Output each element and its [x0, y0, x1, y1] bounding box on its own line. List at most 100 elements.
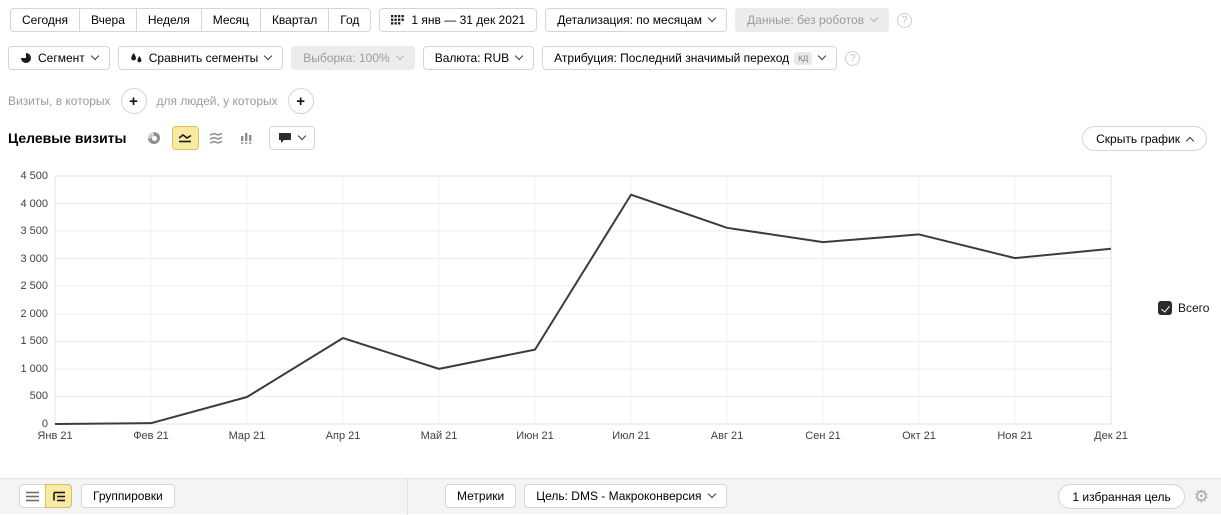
y-axis-labels: 0 500 1 000 1 500 2 000 2 500 3 000 3 500 4 000 4…	[0, 170, 48, 430]
add-people-filter-button[interactable]: +	[287, 88, 314, 114]
calendar-grid-icon	[391, 14, 405, 26]
comment-bubble-icon	[278, 133, 291, 143]
x-axis-tick: Май 21	[420, 430, 458, 442]
x-axis-tick: Янв 21	[37, 430, 73, 442]
y-axis-tick: 0	[41, 418, 48, 430]
y-axis-tick: 3 000	[20, 252, 48, 265]
segment-label: Сегмент	[38, 51, 85, 65]
bottom-toolbar-divider	[407, 479, 408, 515]
period-button-group: Сегодня Вчера Неделя Месяц Квартал Год	[10, 8, 372, 32]
gear-icon[interactable]: ⚙	[1193, 487, 1209, 506]
groupings-label: Группировки	[93, 489, 163, 503]
y-axis-tick: 2 000	[20, 307, 48, 320]
goal-dropdown[interactable]: Цель: DMS - Макроконверсия	[524, 484, 727, 508]
metrics-button[interactable]: Метрики	[445, 484, 517, 508]
toolbar-period-row: Сегодня Вчера Неделя Месяц Квартал Год 1…	[10, 8, 913, 32]
period-year-button[interactable]: Год	[328, 8, 372, 32]
y-axis-tick: 3 500	[20, 225, 48, 238]
attribution-label: Атрибуция: Последний значимый переход	[554, 51, 790, 65]
period-month-button[interactable]: Месяц	[200, 8, 261, 32]
attribution-dropdown[interactable]: Атрибуция: Последний значимый переход кд	[542, 46, 838, 70]
y-axis-tick: 2 500	[20, 280, 48, 293]
goal-label: Цель: DMS - Макроконверсия	[536, 489, 702, 503]
detalization-dropdown[interactable]: Детализация: по месяцам	[545, 8, 728, 32]
x-axis-tick: Июн 21	[516, 430, 554, 442]
tree-list-icon	[53, 491, 65, 501]
x-axis-tick: Окт 21	[902, 430, 936, 442]
x-axis-tick: Июл 21	[612, 430, 650, 442]
chart-plot-area[interactable]	[54, 175, 1112, 425]
hide-chart-button[interactable]: Скрыть график	[1082, 126, 1207, 151]
compare-segments-dropdown[interactable]: Сравнить сегменты	[117, 46, 284, 70]
sampling-label: Выборка: 100%	[303, 51, 390, 65]
chevron-down-icon	[707, 13, 717, 23]
favorite-goal-button[interactable]: 1 избранная цель	[1058, 484, 1185, 509]
y-axis-tick: 1 000	[20, 362, 48, 375]
segment-dropdown[interactable]: Сегмент	[8, 46, 110, 70]
flat-list-view-button[interactable]	[19, 484, 46, 508]
chart-type-stacked-button[interactable]	[203, 126, 230, 150]
chevron-down-icon	[297, 131, 306, 141]
compare-drops-icon	[130, 52, 143, 65]
y-axis-tick: 4 000	[20, 197, 48, 210]
date-range-button[interactable]: 1 янв — 31 дек 2021	[379, 8, 538, 32]
hide-chart-label: Скрыть график	[1096, 131, 1180, 146]
chart-title: Целевые визиты	[8, 130, 127, 146]
toolbar-segment-row: Сегмент Сравнить сегменты Выборка: 100% …	[8, 46, 861, 70]
filter-row: Визиты, в которых + для людей, у которых…	[8, 88, 314, 114]
bottom-right-group: 1 избранная цель ⚙	[1058, 484, 1209, 509]
period-week-button[interactable]: Неделя	[135, 8, 202, 32]
help-icon[interactable]: ?	[897, 12, 913, 28]
period-yesterday-button[interactable]: Вчера	[79, 8, 137, 32]
detalization-label: Детализация: по месяцам	[557, 13, 703, 27]
x-axis-tick: Авг 21	[710, 430, 744, 442]
bottom-toolbar: Группировки Метрики Цель: DMS - Макрокон…	[0, 478, 1221, 515]
add-visit-filter-button[interactable]: +	[120, 88, 147, 114]
stacked-area-icon	[209, 132, 223, 144]
favorite-goal-label: 1 избранная цель	[1072, 489, 1171, 504]
chart-header: Целевые визиты	[8, 126, 315, 150]
help-icon[interactable]: ?	[845, 50, 861, 66]
list-view-toggle-group	[19, 484, 72, 508]
x-axis-tick: Ноя 21	[997, 430, 1033, 442]
chart-legend[interactable]: Всего	[1158, 301, 1209, 315]
legend-label-total: Всего	[1178, 301, 1210, 315]
date-range-label: 1 янв — 31 дек 2021	[411, 13, 526, 27]
data-robots-label: Данные: без роботов	[747, 13, 865, 27]
chevron-down-icon	[869, 13, 879, 23]
bottom-middle-group: Метрики Цель: DMS - Макроконверсия	[445, 484, 727, 508]
chevron-down-icon	[818, 51, 827, 61]
chart-type-pie-button[interactable]	[141, 126, 168, 150]
chart-type-columns-button[interactable]	[234, 126, 261, 150]
attribution-badge: кд	[794, 51, 813, 65]
y-axis-tick: 1 500	[20, 335, 48, 348]
groupings-button[interactable]: Группировки	[81, 484, 175, 508]
legend-checkbox-total[interactable]	[1158, 301, 1172, 315]
chevron-down-icon	[90, 51, 100, 61]
chart-type-line-button[interactable]	[171, 126, 199, 150]
currency-dropdown[interactable]: Валюта: RUB	[422, 46, 535, 70]
people-filter-label: для людей, у которых	[156, 94, 278, 108]
period-today-button[interactable]: Сегодня	[10, 8, 80, 32]
tree-list-view-button[interactable]	[45, 484, 72, 508]
x-axis-tick: Дек 21	[1094, 430, 1128, 442]
line-chart-icon	[178, 134, 192, 143]
visits-filter-label: Визиты, в которых	[8, 94, 111, 108]
x-axis-tick: Апр 21	[325, 430, 361, 442]
pie-segment-icon	[20, 52, 32, 64]
bottom-left-group: Группировки	[19, 484, 175, 508]
data-robots-dropdown[interactable]: Данные: без роботов	[735, 8, 890, 32]
currency-label: Валюта: RUB	[434, 51, 510, 65]
chevron-down-icon	[395, 51, 404, 61]
metrics-label: Метрики	[457, 489, 505, 503]
y-axis-tick: 500	[29, 390, 48, 403]
comments-dropdown[interactable]	[268, 126, 315, 150]
bar-chart-icon	[241, 133, 252, 144]
y-axis-tick: 4 500	[20, 170, 48, 182]
period-quarter-button[interactable]: Квартал	[259, 8, 330, 32]
x-axis-tick: Сен 21	[805, 430, 841, 442]
sampling-dropdown[interactable]: Выборка: 100%	[291, 46, 415, 70]
chevron-up-icon	[1185, 136, 1195, 145]
chevron-down-icon	[514, 51, 524, 61]
chevron-down-icon	[264, 51, 273, 61]
